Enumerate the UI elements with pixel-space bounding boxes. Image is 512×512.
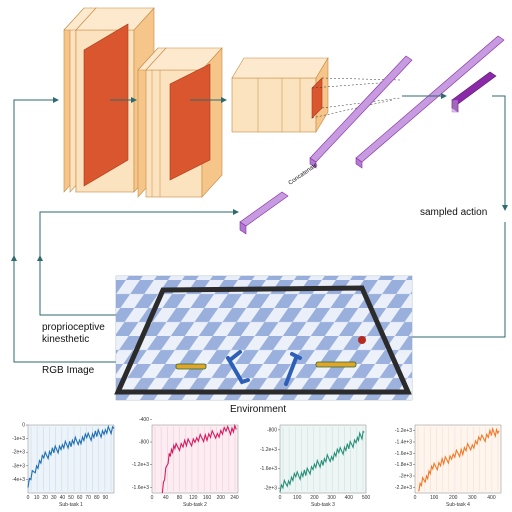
chart-ytick-label: -1.6e+3 xyxy=(132,485,149,491)
chart-ytick-label: 0 xyxy=(22,423,25,429)
output-arrows xyxy=(402,93,508,211)
chart-title: Sub-task 4 xyxy=(446,502,470,508)
chart-ytick-label: -2e+3 xyxy=(399,474,412,480)
output-vector xyxy=(451,71,497,113)
chart-ytick-label: -1.6e+3 xyxy=(260,466,277,472)
concatenate-label: Concatenate xyxy=(288,162,320,187)
fc-vector-1 xyxy=(309,55,413,169)
chart-plot-area xyxy=(151,424,239,494)
chart-xtick-label: 80 xyxy=(94,495,100,501)
chart-ytick-label: -400 xyxy=(139,417,149,423)
chart-xtick-label: 300 xyxy=(327,495,336,501)
chart-ytick-label: -4e+3 xyxy=(12,477,25,483)
chart-ytick-label: -800 xyxy=(267,427,277,433)
chart-series-line xyxy=(418,426,500,492)
chart-series-line xyxy=(161,423,237,494)
chart-xtick-label: 0 xyxy=(414,495,417,501)
environment-frame xyxy=(114,275,413,401)
chart-ytick-label: -3e+3 xyxy=(12,463,25,469)
kinesthetic-label: kinesthetic xyxy=(42,334,89,345)
chart-xtick-label: 200 xyxy=(217,495,226,501)
chart-plot-area xyxy=(279,424,367,494)
sampled-action-label: sampled action xyxy=(420,207,487,218)
chart-xtick-label: 90 xyxy=(103,495,109,501)
chart-xtick-label: 160 xyxy=(203,495,212,501)
chart-xtick-label: 40 xyxy=(60,495,66,501)
chart-ytick-label: -1.6e+3 xyxy=(395,451,412,457)
chart-title: Sub-task 2 xyxy=(183,502,207,508)
chart-xtick-label: 120 xyxy=(189,495,198,501)
chart-ytick-label: -800 xyxy=(139,440,149,446)
chart-xtick-label: 0 xyxy=(151,495,154,501)
chart-ytick-label: -1e+3 xyxy=(12,436,25,442)
chart-xtick-label: 60 xyxy=(77,495,83,501)
chart-xtick-label: 200 xyxy=(310,495,319,501)
chart-xtick-label: 100 xyxy=(430,495,439,501)
robot-agent xyxy=(175,336,366,386)
chart-title: Sub-task 3 xyxy=(311,502,335,508)
chart-ytick-label: -2.2e+3 xyxy=(395,485,412,491)
fc-vector-2 xyxy=(355,35,505,169)
chart-xtick-label: 240 xyxy=(230,495,239,501)
chart-xtick-label: 50 xyxy=(68,495,74,501)
conv-block-1 xyxy=(63,7,155,193)
proprio-vector xyxy=(239,191,289,235)
chart-2: -400 -800 -1.2e+3 -1.6e+30 40 80 120 160 200 240 S… xyxy=(132,417,239,508)
chart-ytick-label: -2e+3 xyxy=(12,450,25,456)
chart-xtick-label: 100 xyxy=(293,495,302,501)
chart-plot-area xyxy=(27,424,115,494)
chart-xtick-label: 70 xyxy=(85,495,91,501)
chart-1: 0 -1e+3 -2e+3 -3e+3 -4e+3 0 10 20 30 40 50 60 70 80 90… xyxy=(12,423,115,508)
chart-xtick-label: 500 xyxy=(362,495,371,501)
training-charts: 0-1e+3-2e+3-3e+3-4e+30 10 20 30 40 50 60 70 80 90… xyxy=(12,417,502,508)
chart-series-line xyxy=(279,430,365,493)
chart-ytick-label: -1.2e+3 xyxy=(260,447,277,453)
chart-ytick-label: -1.8e+3 xyxy=(395,462,412,468)
chart-ytick-label: -1.2e+3 xyxy=(132,462,149,468)
chart-xtick-label: 400 xyxy=(487,495,496,501)
environment-label: Environment xyxy=(230,404,286,415)
rgb-image-label: RGB Image xyxy=(42,365,95,376)
chart-xtick-label: 10 xyxy=(34,495,40,501)
chart-4: -1.2e+3 -1.4e+3 -1.6e+3 -1.8e+3 -2e+3 -2.2e+3… xyxy=(395,424,502,508)
feedback-lines xyxy=(11,97,506,363)
chart-xtick-label: 0 xyxy=(279,495,282,501)
chart-3: -800 -1.2e+3 -1.6e+3 -2e+30 100 200 300 400 500 S… xyxy=(260,424,371,508)
conv-block-2 xyxy=(137,47,223,198)
chart-ytick-label: -1.2e+3 xyxy=(395,428,412,434)
chart-xtick-label: 30 xyxy=(51,495,57,501)
chart-series-line xyxy=(27,424,115,488)
proprioceptive-label: proprioceptive xyxy=(42,322,105,333)
chart-xtick-label: 300 xyxy=(468,495,477,501)
chart-ytick-label: -1.4e+3 xyxy=(395,440,412,446)
chart-title: Sub-task 1 xyxy=(59,502,83,508)
chart-plot-area xyxy=(414,424,502,494)
chart-ytick-label: -2e+3 xyxy=(264,486,277,492)
chart-xtick-label: 400 xyxy=(345,495,354,501)
chart-xtick-label: 200 xyxy=(449,495,458,501)
chart-xtick-label: 20 xyxy=(42,495,48,501)
conv-block-3 xyxy=(231,56,329,134)
chart-xtick-label: 40 xyxy=(163,495,169,501)
chart-xtick-label: 0 xyxy=(27,495,30,501)
chart-xtick-label: 80 xyxy=(177,495,183,501)
